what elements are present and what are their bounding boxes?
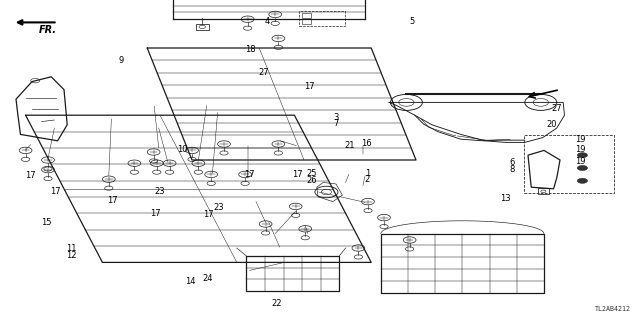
Text: TL2AB4212: TL2AB4212 [595, 306, 630, 312]
Text: 17: 17 [150, 209, 161, 218]
Text: 27: 27 [259, 68, 269, 77]
Text: 11: 11 [67, 244, 77, 253]
Text: 17: 17 [51, 188, 61, 196]
Text: 24: 24 [202, 274, 212, 283]
Text: 16: 16 [361, 139, 371, 148]
Text: 19: 19 [575, 135, 586, 144]
Text: 26: 26 [307, 176, 317, 185]
Text: 19: 19 [575, 157, 586, 166]
Text: 15: 15 [41, 218, 51, 227]
Text: 23: 23 [155, 188, 165, 196]
Circle shape [577, 178, 588, 183]
Text: 17: 17 [244, 170, 255, 179]
Text: 17: 17 [304, 82, 314, 91]
Bar [299, 11, 345, 26]
Circle shape [577, 165, 588, 171]
Text: 9: 9 [119, 56, 124, 65]
Text: 7: 7 [333, 119, 339, 128]
Text: 20: 20 [547, 120, 557, 129]
Text: 17: 17 [108, 196, 118, 205]
Bar [302, 13, 311, 18]
Bar [524, 135, 614, 193]
Text: 27: 27 [552, 104, 562, 113]
Text: 23: 23 [214, 203, 224, 212]
Text: 5: 5 [409, 17, 414, 26]
Text: 17: 17 [292, 170, 303, 179]
Bar [302, 19, 311, 24]
Text: 14: 14 [186, 277, 196, 286]
Text: 12: 12 [67, 252, 77, 260]
Bar [196, 24, 209, 30]
Text: FR.: FR. [38, 25, 56, 35]
Circle shape [577, 153, 588, 158]
Text: 18: 18 [246, 45, 256, 54]
Text: 17: 17 [203, 210, 213, 219]
Text: 1: 1 [365, 169, 370, 178]
Text: 8: 8 [509, 165, 515, 174]
Text: 22: 22 [271, 299, 282, 308]
Text: 13: 13 [500, 194, 511, 203]
Text: 17: 17 [26, 171, 36, 180]
Text: 6: 6 [509, 158, 515, 167]
Text: 3: 3 [333, 113, 339, 122]
Text: 10: 10 [177, 145, 188, 154]
Bar [538, 188, 549, 194]
Text: 21: 21 [345, 141, 355, 150]
Text: 19: 19 [575, 145, 586, 154]
Text: 4: 4 [265, 17, 270, 26]
Text: 2: 2 [365, 175, 370, 184]
Text: 25: 25 [307, 169, 317, 178]
